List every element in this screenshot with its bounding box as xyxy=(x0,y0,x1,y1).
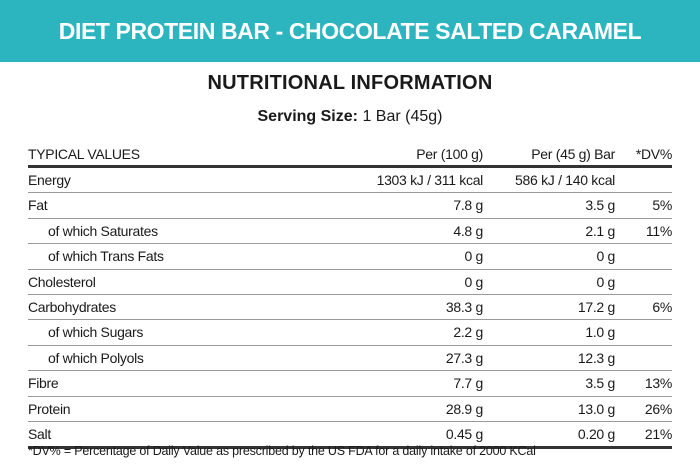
value-per-100g: 0 g xyxy=(464,248,483,265)
product-banner: DIET PROTEIN BAR - CHOCOLATE SALTED CARA… xyxy=(0,0,700,62)
table-header-row: TYPICAL VALUES Per (100 g) Per (45 g) Ba… xyxy=(28,144,672,168)
footnote: *DV% = Percentage of Daily Value as pres… xyxy=(28,444,536,458)
value-per-bar: 0 g xyxy=(596,273,615,290)
value-per-bar: 12.3 g xyxy=(577,349,615,366)
header-per-100g: Per (100 g) xyxy=(416,146,483,162)
table-row: of which Saturates 4.8 g 2.1 g 11% xyxy=(28,219,672,245)
value-dv: 26% xyxy=(644,400,672,417)
value-dv: 13% xyxy=(644,375,672,392)
value-per-bar: 0.20 g xyxy=(577,425,615,442)
nutrient-name: Fibre xyxy=(28,375,59,392)
product-title: DIET PROTEIN BAR - CHOCOLATE SALTED CARA… xyxy=(58,18,642,44)
value-per-bar: 2.1 g xyxy=(585,222,615,239)
table-row: Salt 0.45 g 0.20 g 21% xyxy=(28,422,672,450)
table-row: of which Polyols 27.3 g 12.3 g xyxy=(28,346,672,372)
nutrient-name: of which Saturates xyxy=(48,222,158,239)
value-per-100g: 27.3 g xyxy=(445,349,483,366)
table-body: Energy 1303 kJ / 311 kcal 586 kJ / 140 kca… xyxy=(28,168,672,450)
nutrient-name: of which Trans Fats xyxy=(48,248,164,265)
serving-size-label: Serving Size: xyxy=(257,108,358,125)
nutrient-name: Carbohydrates xyxy=(28,298,116,315)
value-per-100g: 0.45 g xyxy=(445,425,483,442)
table-row: Protein 28.9 g 13.0 g 26% xyxy=(28,397,672,422)
table-row: Fat 7.8 g 3.5 g 5% xyxy=(28,193,672,219)
nutrient-name: of which Polyols xyxy=(48,349,144,366)
value-per-bar: 3.5 g xyxy=(585,197,615,214)
value-dv: 11% xyxy=(645,222,672,239)
value-per-bar: 13.0 g xyxy=(577,400,615,417)
value-per-100g: 1303 kJ / 311 kcal xyxy=(376,172,484,188)
table-row: Cholesterol 0 g 0 g xyxy=(28,270,672,295)
value-per-bar: 586 kJ / 140 kcal xyxy=(515,172,615,188)
table-row: of which Trans Fats 0 g 0 g xyxy=(28,244,672,270)
value-per-bar: 3.5 g xyxy=(585,375,615,392)
nutrient-name: Salt xyxy=(28,425,51,442)
table-row: Fibre 7.7 g 3.5 g 13% xyxy=(28,371,672,397)
page-title: NUTRITIONAL INFORMATION xyxy=(207,72,493,94)
nutrient-name: Energy xyxy=(28,172,71,188)
nutrient-name: Fat xyxy=(28,197,48,214)
header-per-bar: Per (45 g) Bar xyxy=(531,146,615,162)
nutrient-name: Cholesterol xyxy=(28,273,96,290)
value-per-100g: 38.3 g xyxy=(445,298,483,315)
value-per-100g: 0 g xyxy=(464,273,483,290)
header-typical-values: TYPICAL VALUES xyxy=(28,146,140,162)
nutrient-name: Protein xyxy=(28,400,71,417)
header-dv: *DV% xyxy=(635,146,672,162)
nutrition-table: TYPICAL VALUES Per (100 g) Per (45 g) Ba… xyxy=(28,144,672,450)
serving-size-value: 1 Bar (45g) xyxy=(362,108,443,125)
value-per-bar: 0 g xyxy=(596,248,615,265)
value-dv: 5% xyxy=(652,197,672,214)
value-per-100g: 4.8 g xyxy=(453,222,483,239)
value-per-100g: 2.2 g xyxy=(453,324,483,341)
value-per-bar: 1.0 g xyxy=(585,324,615,341)
value-per-100g: 7.8 g xyxy=(453,197,483,214)
value-per-bar: 17.2 g xyxy=(577,298,615,315)
value-per-100g: 28.9 g xyxy=(445,400,483,417)
table-row: Energy 1303 kJ / 311 kcal 586 kJ / 140 kca… xyxy=(28,168,672,194)
nutrient-name: of which Sugars xyxy=(48,324,144,341)
value-dv: 21% xyxy=(644,425,672,442)
table-row: Carbohydrates 38.3 g 17.2 g 6% xyxy=(28,295,672,321)
value-dv: 6% xyxy=(652,298,672,315)
serving-size: Serving Size: 1 Bar (45g) xyxy=(0,108,700,126)
table-row: of which Sugars 2.2 g 1.0 g xyxy=(28,320,672,346)
value-per-100g: 7.7 g xyxy=(453,375,483,392)
